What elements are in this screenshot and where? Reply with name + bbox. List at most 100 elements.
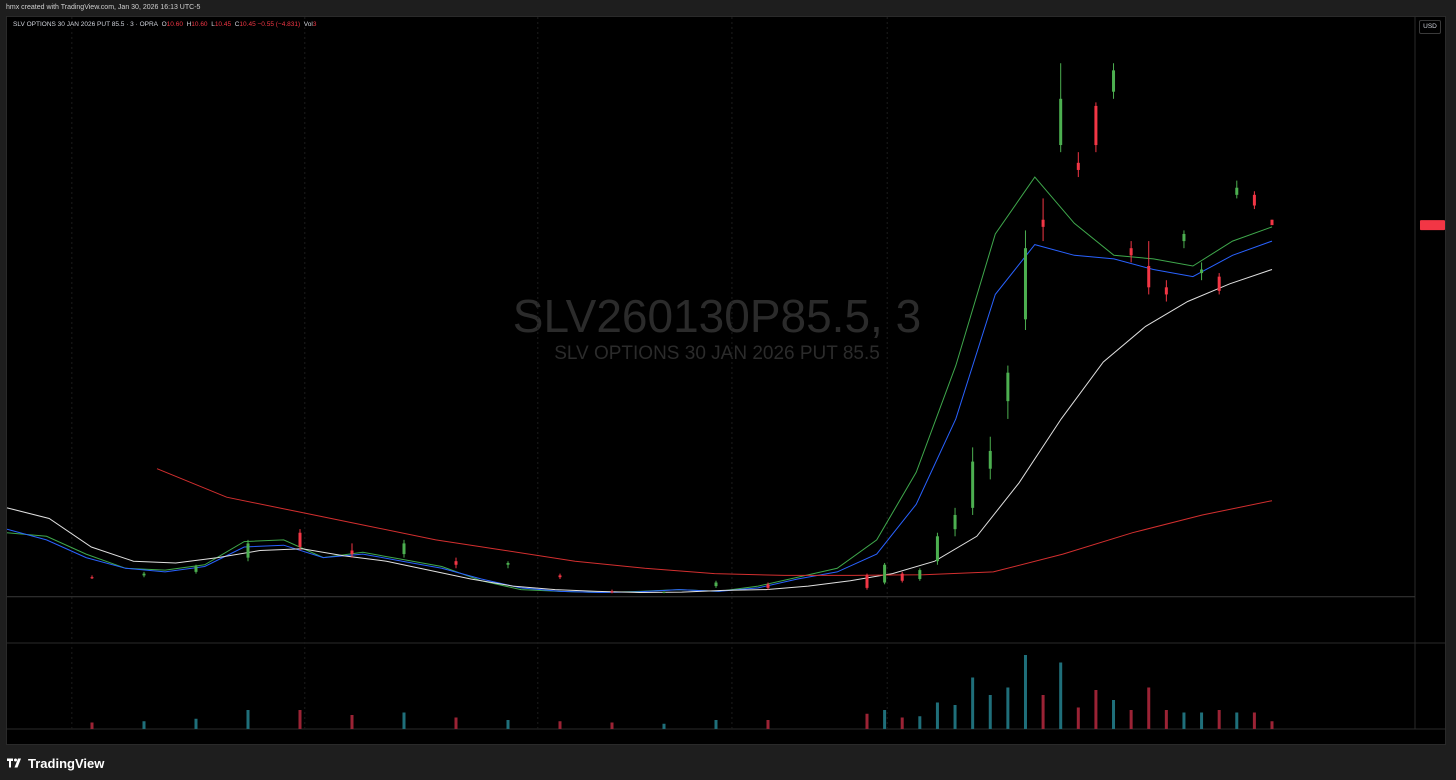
candle-body — [1129, 248, 1133, 256]
volume-bar — [454, 717, 458, 729]
volume-bar — [971, 677, 975, 729]
candle-body — [142, 573, 146, 576]
candle-body — [766, 584, 770, 588]
volume-bar — [953, 705, 957, 729]
volume-bar — [610, 722, 614, 729]
candle-body — [988, 450, 992, 469]
candle-body — [1182, 233, 1186, 242]
volume-bar — [1164, 710, 1168, 729]
watermark-symbol: SLV260130P85.5, 3 — [512, 290, 922, 342]
candle-body — [506, 562, 510, 565]
candle-body — [1235, 187, 1239, 195]
candle-body — [1270, 219, 1274, 226]
volume-bar — [506, 720, 510, 729]
volume-bar — [1129, 710, 1133, 729]
candle-body — [883, 564, 887, 583]
candle-body — [1094, 105, 1098, 146]
candle-body — [1023, 248, 1027, 320]
candle-body — [1006, 372, 1010, 402]
watermark-description: SLV OPTIONS 30 JAN 2026 PUT 85.5 — [554, 343, 880, 364]
volume-bar — [883, 710, 887, 729]
volume-bar — [1041, 695, 1045, 729]
candle-body — [194, 566, 198, 572]
volume-bar — [865, 713, 869, 729]
candle-body — [454, 561, 458, 565]
volume-bar — [1023, 655, 1027, 729]
volume-bar — [714, 720, 718, 729]
moving-average-line — [7, 269, 1273, 594]
volume-bar — [900, 717, 904, 729]
legend-close-label: C — [234, 21, 240, 28]
brand-name: TradingView — [28, 755, 105, 771]
volume-bar — [662, 723, 666, 729]
chart-frame[interactable]: SLV260130P85.5, 3 SLV OPTIONS 30 JAN 202… — [6, 16, 1446, 745]
legend-volume-label: Vol — [303, 21, 313, 28]
volume-bar — [1112, 700, 1116, 729]
volume-bar — [1006, 687, 1010, 729]
candle-body — [714, 582, 718, 587]
candle-body — [971, 461, 975, 508]
volume-bar — [142, 721, 146, 729]
volume-bar — [350, 715, 354, 729]
currency-button[interactable]: USD — [1419, 20, 1441, 34]
volume-bar — [1217, 710, 1221, 729]
volume-bar — [1252, 712, 1256, 729]
last-price-tag — [1420, 220, 1445, 231]
volume-bar — [988, 695, 992, 729]
volume-bar — [766, 720, 770, 729]
legend-low: 10.45 — [214, 21, 232, 28]
candle-body — [935, 536, 939, 562]
ohlc-legend: SLV OPTIONS 30 JAN 2026 PUT 85.5 · 3 · O… — [13, 21, 316, 28]
candle-body — [1164, 287, 1168, 295]
moving-average-line — [156, 468, 1273, 576]
chart-credit: hmx created with TradingView.com, Jan 30… — [6, 4, 201, 11]
volume-bar — [1059, 662, 1063, 729]
volume-bar — [1094, 690, 1098, 729]
candle-body — [402, 543, 406, 555]
candle-body — [610, 591, 614, 593]
candle-body — [298, 532, 302, 547]
volume-bar — [246, 710, 250, 729]
candle-body — [350, 550, 354, 555]
candle-body — [662, 591, 666, 593]
candle-body — [1112, 70, 1116, 92]
candle-body — [558, 575, 562, 578]
candle-body — [953, 514, 957, 530]
candle-body — [90, 577, 94, 579]
candle-body — [1059, 98, 1063, 146]
volume-bar — [1182, 712, 1186, 729]
candle-body — [1252, 194, 1256, 206]
candle-body — [900, 573, 904, 581]
candle-body — [1076, 162, 1080, 170]
volume-bar — [1200, 712, 1204, 729]
candle-body — [246, 543, 250, 558]
candle-body — [1147, 265, 1151, 288]
volume-bar — [1147, 687, 1151, 729]
legend-high-label: H — [186, 21, 192, 28]
volume-bar — [402, 712, 406, 729]
candle-body — [1200, 269, 1204, 274]
candle-body — [865, 575, 869, 588]
moving-average-line — [7, 240, 1273, 594]
volume-bar — [194, 718, 198, 729]
price-chart[interactable] — [7, 17, 1446, 745]
legend-high: 10.60 — [191, 21, 208, 28]
volume-bar — [298, 710, 302, 729]
legend-volume: 3 — [312, 21, 317, 28]
volume-bar — [935, 702, 939, 729]
legend-low-label: L — [211, 21, 215, 28]
volume-bar — [1235, 712, 1239, 729]
volume-bar — [1076, 707, 1080, 729]
legend-title: SLV OPTIONS 30 JAN 2026 PUT 85.5 · 3 · O… — [13, 21, 158, 28]
volume-bar — [1270, 721, 1274, 729]
volume-bar — [90, 722, 94, 729]
candle-body — [1041, 219, 1045, 227]
footer: TradingView — [6, 752, 104, 774]
legend-open: 10.60 — [166, 21, 183, 28]
moving-average-line — [7, 176, 1273, 594]
candle-body — [1217, 276, 1221, 291]
volume-bar — [918, 716, 922, 729]
legend-open-label: O — [161, 21, 167, 28]
volume-bar — [558, 721, 562, 729]
legend-close: 10.45 −0.55 (−4.831) — [239, 21, 301, 28]
